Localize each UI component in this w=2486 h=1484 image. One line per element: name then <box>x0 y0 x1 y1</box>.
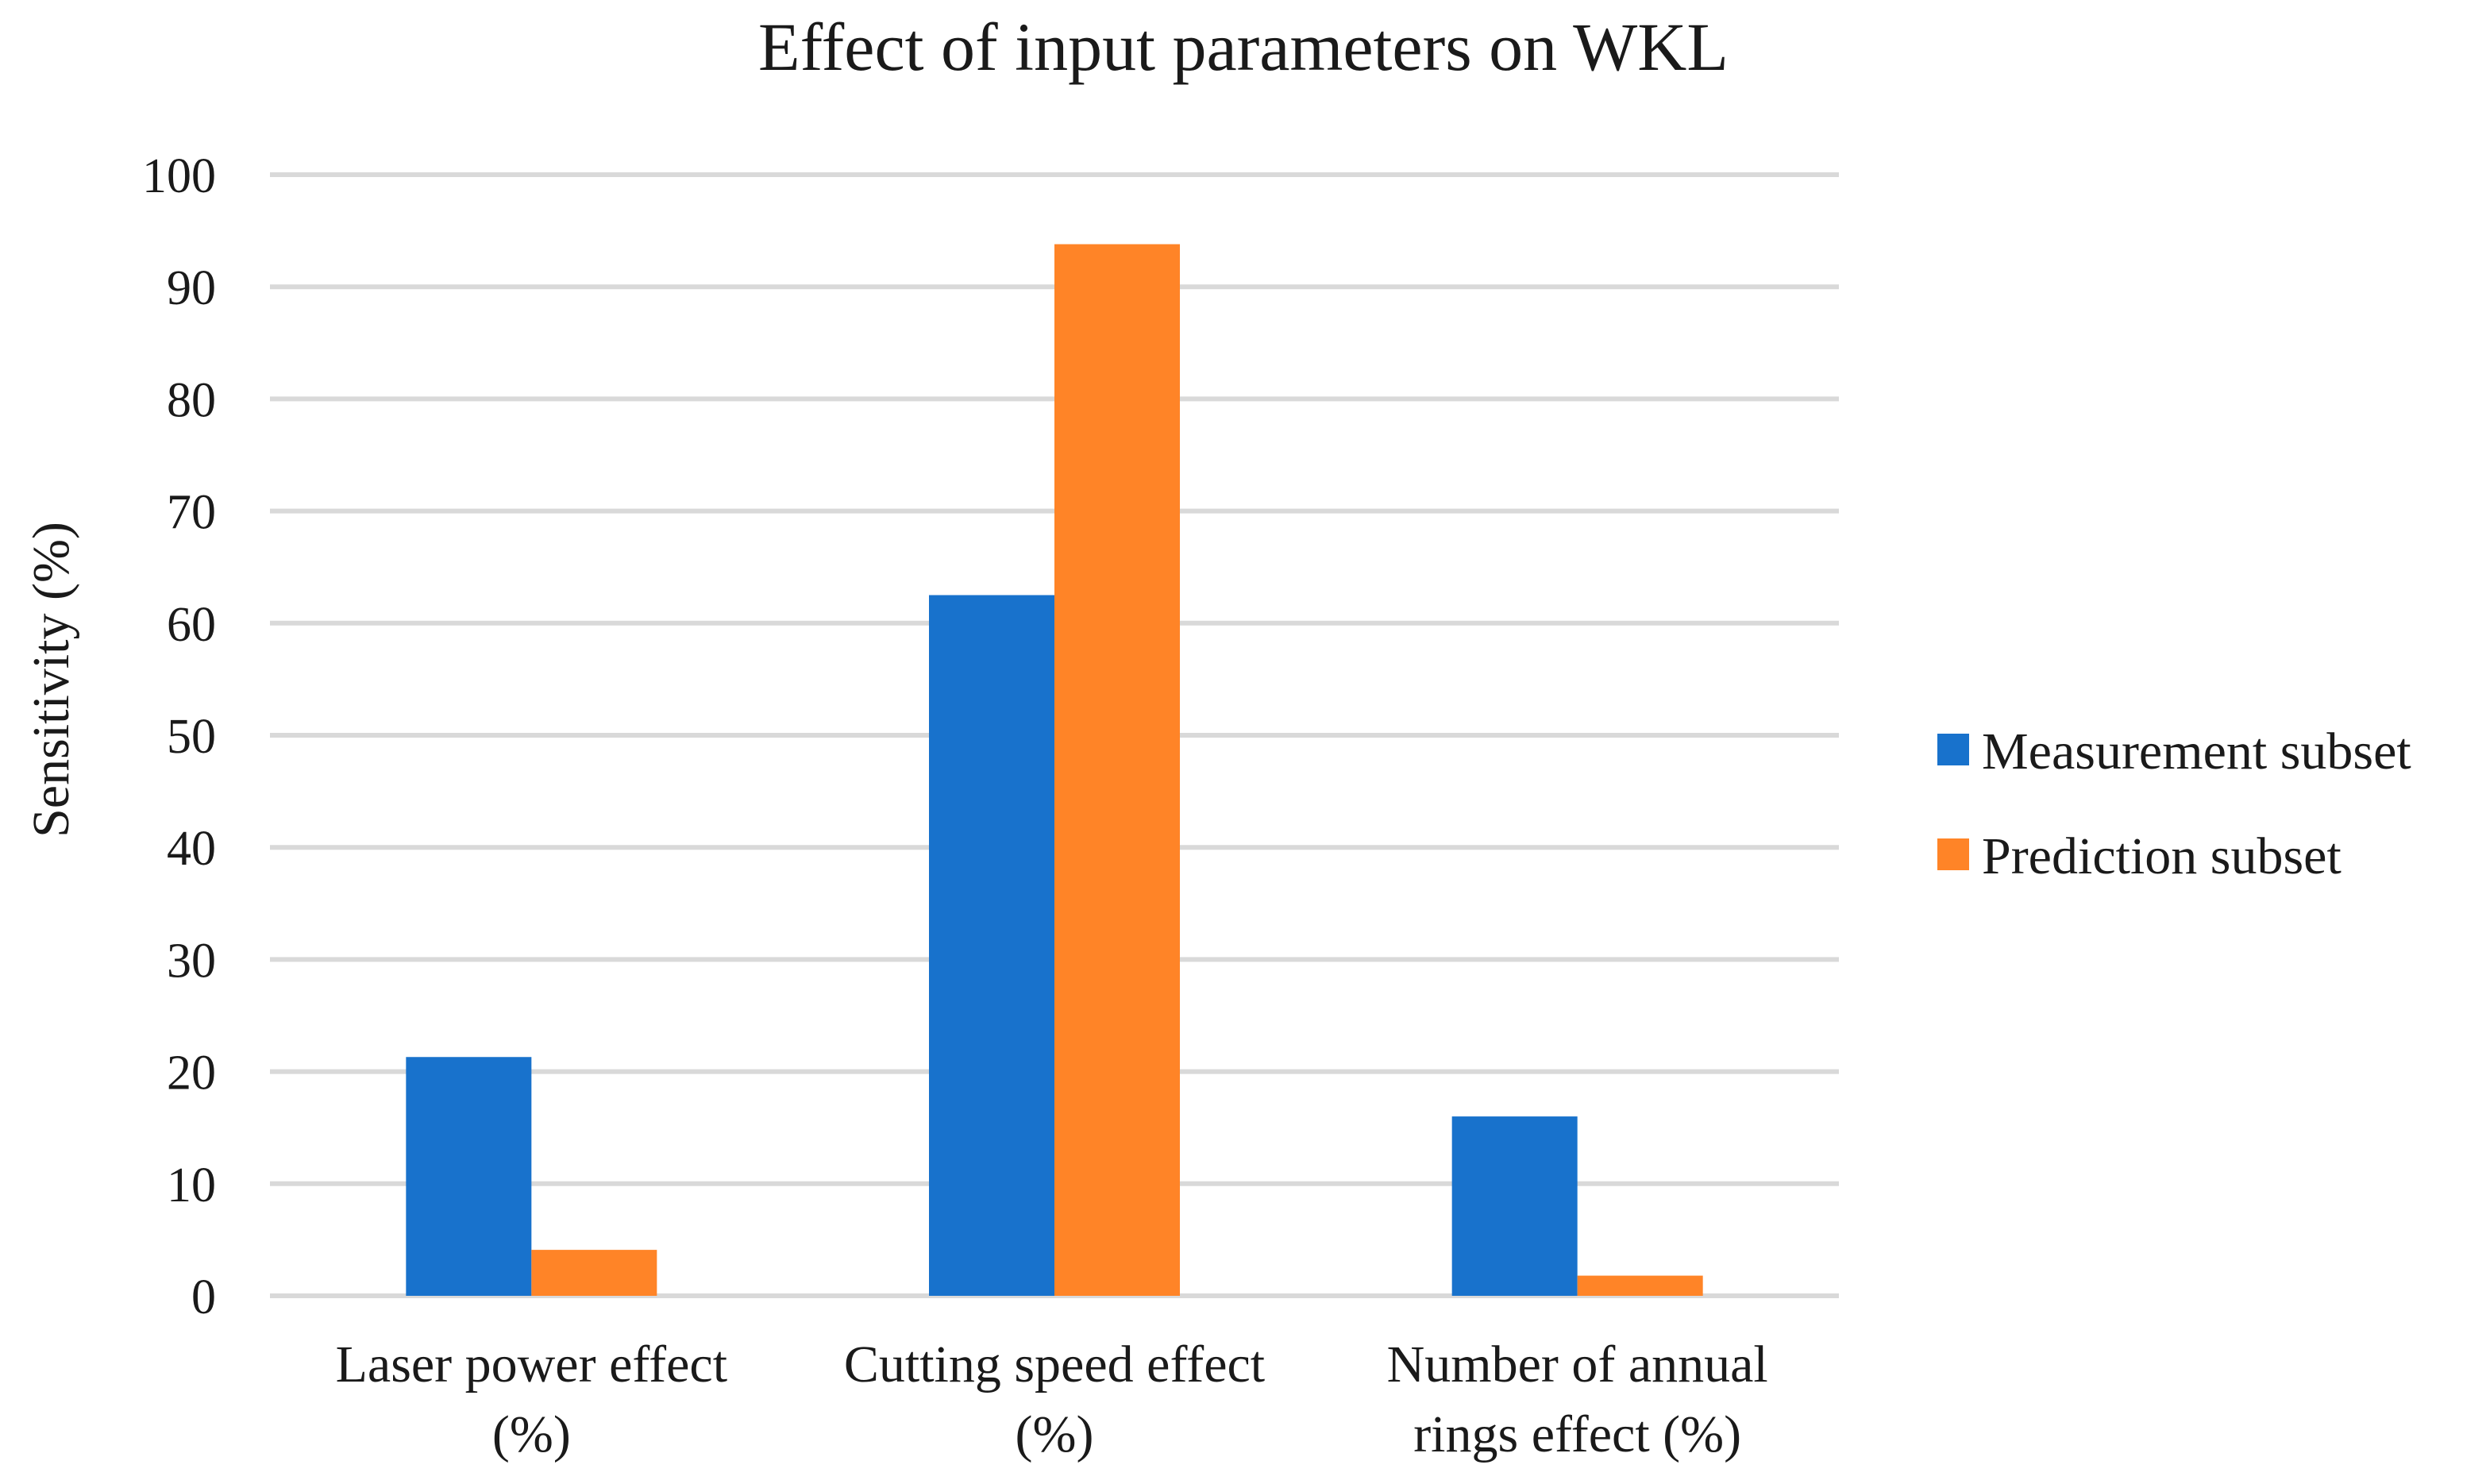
legend-label-0: Measurement subset <box>1982 723 2411 781</box>
legend-label-1: Prediction subset <box>1982 827 2341 885</box>
x-category-label-line: (%) <box>1016 1405 1094 1463</box>
legend: Measurement subset Prediction subset <box>1937 723 2411 885</box>
bar-prediction-0 <box>531 1250 657 1296</box>
y-tick-label-30: 30 <box>167 934 216 988</box>
y-tick-label-60: 60 <box>167 598 216 652</box>
x-category-label-line: (%) <box>492 1405 571 1463</box>
y-axis-label: Sensitivity (%) <box>22 522 80 838</box>
y-axis-ticks: 0 10 20 30 40 50 60 70 80 90 100 <box>142 149 216 1324</box>
x-category-label-line: Cutting speed effect <box>844 1336 1265 1393</box>
x-category-label-2: Number of annual rings effect (%) <box>1387 1336 1768 1463</box>
y-tick-label-70: 70 <box>167 486 216 540</box>
chart-title: Effect of input parameters on WKL <box>758 9 1729 85</box>
bar-prediction-2 <box>1577 1275 1703 1296</box>
bar-measurement-0 <box>406 1057 532 1296</box>
legend-swatch-0 <box>1937 734 1969 765</box>
y-tick-label-20: 20 <box>167 1047 216 1100</box>
y-tick-label-0: 0 <box>191 1270 216 1324</box>
y-tick-label-100: 100 <box>142 149 216 203</box>
x-category-label-line: rings effect (%) <box>1413 1405 1741 1463</box>
bars <box>406 244 1703 1297</box>
bar-measurement-1 <box>929 595 1054 1296</box>
x-category-label-1: Cutting speed effect (%) <box>844 1336 1265 1463</box>
x-category-label-0: Laser power effect (%) <box>336 1336 728 1463</box>
bar-measurement-2 <box>1451 1116 1578 1296</box>
x-category-label-line: Laser power effect <box>336 1336 728 1393</box>
legend-swatch-1 <box>1937 838 1969 870</box>
y-tick-label-80: 80 <box>167 373 216 427</box>
y-tick-label-90: 90 <box>167 261 216 315</box>
y-tick-label-50: 50 <box>167 710 216 764</box>
bar-prediction-1 <box>1054 244 1180 1297</box>
x-axis-categories: Laser power effect (%)Cutting speed effec… <box>336 1336 1768 1463</box>
y-tick-label-40: 40 <box>167 822 216 876</box>
y-tick-label-10: 10 <box>167 1158 216 1212</box>
x-category-label-line: Number of annual <box>1387 1336 1768 1393</box>
